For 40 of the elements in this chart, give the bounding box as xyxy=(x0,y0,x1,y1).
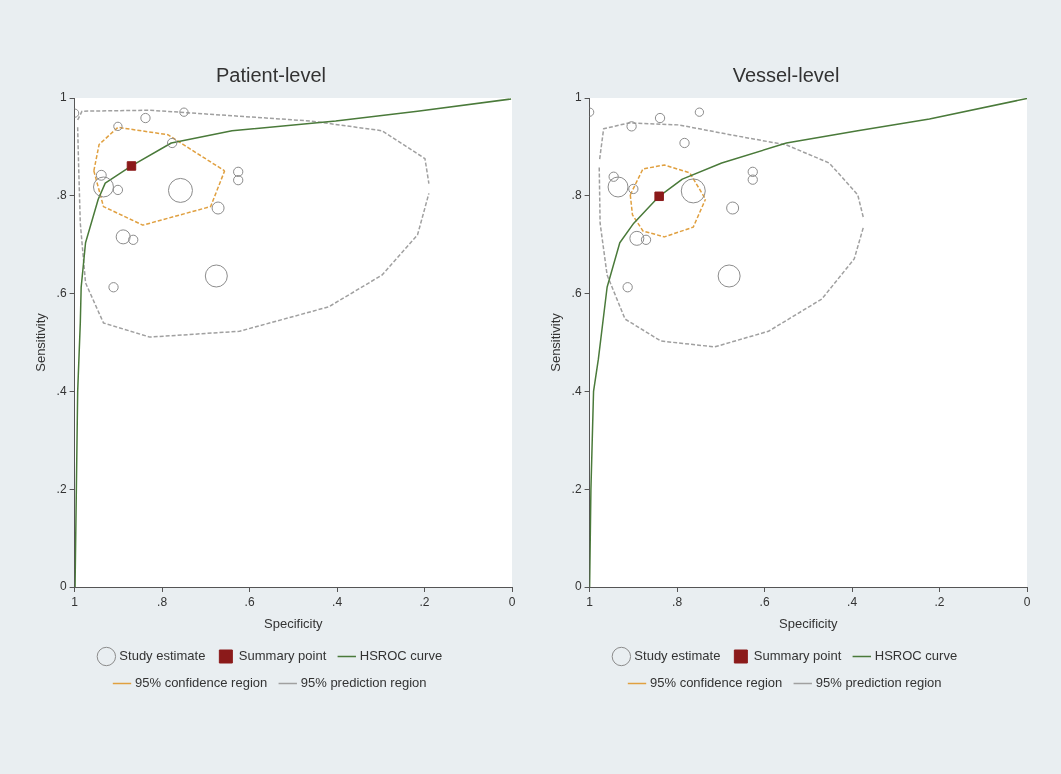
legend-label: Study estimate xyxy=(119,648,206,664)
x-tick-label: 0 xyxy=(1023,594,1031,609)
x-tick-label: 1 xyxy=(586,594,594,609)
y-tick-label: 0 xyxy=(574,579,582,594)
legend-label: Study estimate xyxy=(634,648,721,664)
x-axis-title: Specificity xyxy=(264,615,324,631)
y-tick-label: .6 xyxy=(56,285,67,300)
x-tick-label: .6 xyxy=(759,594,770,609)
y-axis-title: Sensitivity xyxy=(548,312,564,372)
y-tick-label: .2 xyxy=(571,481,582,496)
legend-label: 95% prediction region xyxy=(300,675,427,691)
y-tick-label: .6 xyxy=(571,285,582,300)
legend-label: Summary point xyxy=(753,648,842,664)
y-tick-label: .8 xyxy=(56,188,67,203)
x-tick-label: .4 xyxy=(847,594,858,609)
y-axis-title: Sensitivity xyxy=(33,312,49,372)
legend-label: Summary point xyxy=(238,648,327,664)
x-tick-label: 0 xyxy=(508,594,516,609)
y-tick-label: 1 xyxy=(574,90,582,105)
x-tick-label: .8 xyxy=(157,594,168,609)
y-tick-label: .4 xyxy=(56,383,67,398)
legend-label: 95% confidence region xyxy=(650,675,783,691)
y-tick-label: .8 xyxy=(571,188,582,203)
legend-label: HSROC curve xyxy=(359,648,443,664)
chart-title: Patient-level xyxy=(215,63,327,86)
x-tick-label: .6 xyxy=(244,594,255,609)
legend-label: 95% prediction region xyxy=(815,675,942,691)
y-tick-label: 0 xyxy=(59,579,67,594)
x-tick-label: .2 xyxy=(419,594,430,609)
y-tick-label: .2 xyxy=(56,481,67,496)
legend-label: HSROC curve xyxy=(874,648,958,664)
x-tick-label: .2 xyxy=(934,594,945,609)
legend-label: 95% confidence region xyxy=(135,675,268,691)
x-axis-title: Specificity xyxy=(779,615,839,631)
y-tick-label: 1 xyxy=(59,90,67,105)
x-tick-label: .4 xyxy=(332,594,343,609)
x-tick-label: .8 xyxy=(672,594,683,609)
chart-title: Vessel-level xyxy=(732,63,840,86)
x-tick-label: 1 xyxy=(71,594,79,609)
y-tick-label: .4 xyxy=(571,383,582,398)
